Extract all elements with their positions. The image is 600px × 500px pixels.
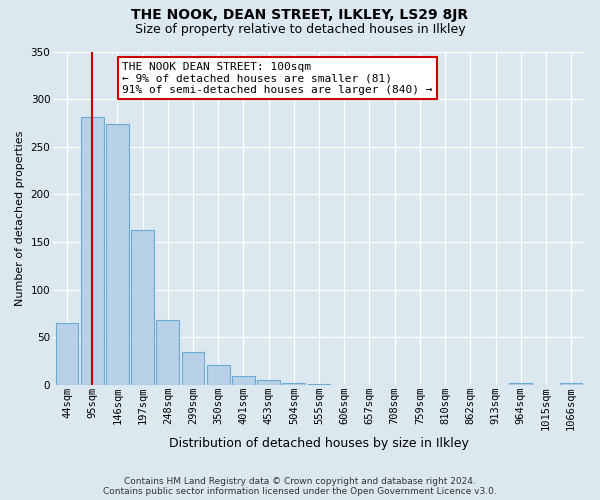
Bar <box>232 376 255 385</box>
Bar <box>308 384 331 385</box>
Bar <box>560 383 583 385</box>
Text: Size of property relative to detached houses in Ilkley: Size of property relative to detached ho… <box>134 22 466 36</box>
Bar <box>81 117 104 385</box>
Bar <box>283 383 305 385</box>
Y-axis label: Number of detached properties: Number of detached properties <box>15 130 25 306</box>
Text: Contains HM Land Registry data © Crown copyright and database right 2024.
Contai: Contains HM Land Registry data © Crown c… <box>103 476 497 496</box>
Bar <box>106 124 129 385</box>
Text: THE NOOK DEAN STREET: 100sqm
← 9% of detached houses are smaller (81)
91% of sem: THE NOOK DEAN STREET: 100sqm ← 9% of det… <box>122 62 433 94</box>
Bar <box>56 323 78 385</box>
Bar <box>257 380 280 385</box>
Bar <box>157 320 179 385</box>
Bar <box>509 383 532 385</box>
Bar <box>182 352 205 385</box>
Bar <box>131 230 154 385</box>
Bar <box>207 365 230 385</box>
X-axis label: Distribution of detached houses by size in Ilkley: Distribution of detached houses by size … <box>169 437 469 450</box>
Text: THE NOOK, DEAN STREET, ILKLEY, LS29 8JR: THE NOOK, DEAN STREET, ILKLEY, LS29 8JR <box>131 8 469 22</box>
